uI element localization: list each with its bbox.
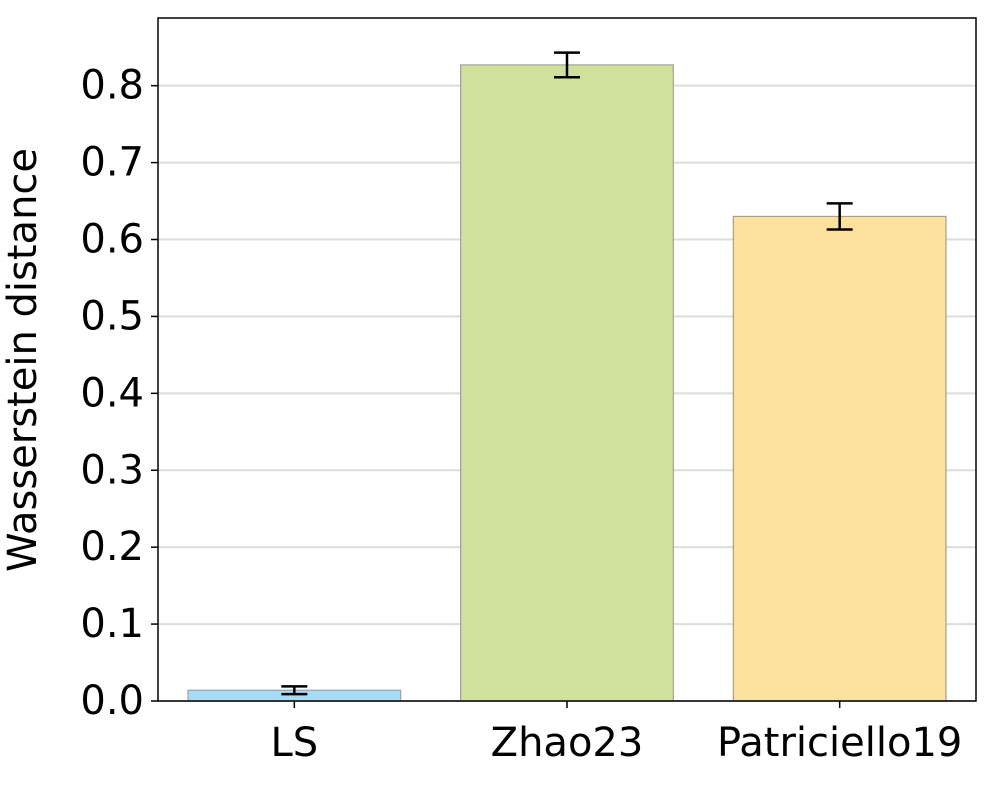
- y-tick-label: 0.6: [80, 217, 144, 263]
- bar: [732, 215, 947, 702]
- error-bar: [281, 685, 308, 696]
- y-tick-label: 0.5: [80, 293, 144, 339]
- y-tick-label: 0.8: [80, 63, 144, 109]
- y-tick-label: 0.4: [80, 370, 144, 416]
- y-tick-label: 0.3: [80, 447, 144, 493]
- x-tick-label: Zhao23: [491, 720, 644, 766]
- y-tick-label: 0.0: [80, 678, 144, 724]
- error-bar: [826, 202, 853, 231]
- y-tick-label: 0.1: [80, 601, 144, 647]
- y-tick-label: 0.7: [80, 140, 144, 186]
- x-tick-label: LS: [270, 720, 318, 766]
- x-tick-label: Patriciello19: [717, 720, 962, 766]
- bar: [460, 64, 674, 702]
- plot-frame: [157, 17, 977, 702]
- y-axis-label: Wasserstein distance: [0, 148, 46, 572]
- error-bar: [554, 51, 580, 79]
- y-tick-label: 0.2: [80, 524, 144, 570]
